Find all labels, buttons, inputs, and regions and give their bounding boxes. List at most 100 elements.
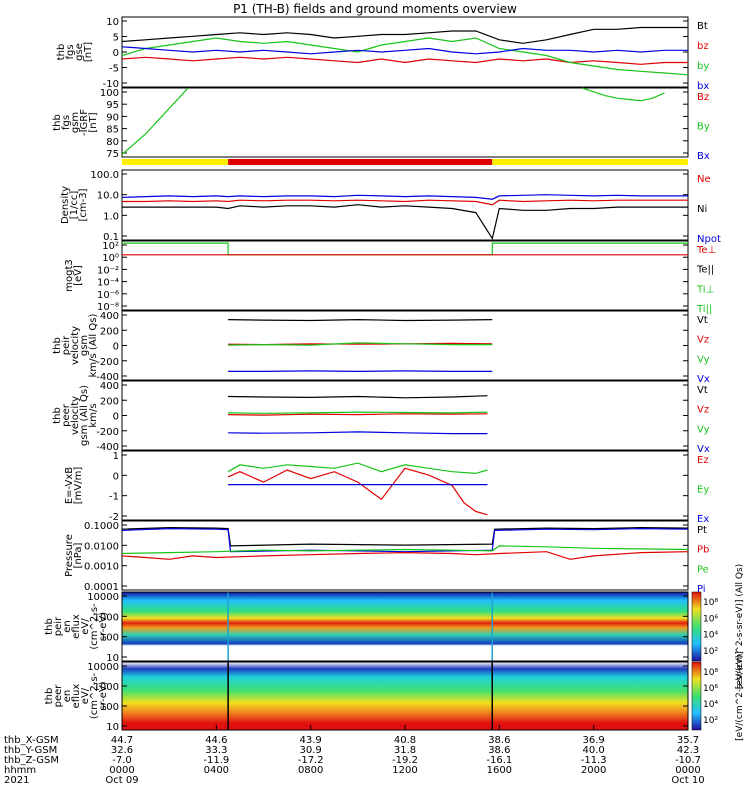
legend-entry: Ni	[697, 204, 707, 215]
y-axis-label: eflux	[71, 684, 82, 709]
legend-entry: Pi	[697, 584, 706, 595]
y-tick-label: -200	[96, 357, 119, 368]
ephemeris-value: -10.7	[675, 755, 701, 766]
y-tick-label: 0.0001	[84, 582, 119, 593]
y-axis-label: km/s	[88, 403, 99, 427]
y-axis-label: Pressure	[64, 534, 75, 577]
y-axis-label: eV/	[80, 687, 91, 704]
ephemeris-value: 35.7	[677, 735, 699, 746]
panels-group: 1050-5-10thbfgsgse[nT]Btbzbybx1009590858…	[44, 16, 745, 741]
legend-entry: Vy	[697, 424, 710, 435]
legend-entry: Bz	[697, 92, 709, 103]
y-tick-label: -2	[109, 512, 119, 523]
year-label: 2021	[4, 775, 29, 786]
series-line	[122, 199, 688, 206]
ephemeris-value: 0000	[675, 765, 700, 776]
y-axis-label: -IGRF	[79, 109, 90, 136]
y-tick-label: 85	[106, 125, 119, 136]
y-tick-label: 10²	[102, 241, 119, 252]
colorbar-tick-label: 10⁴	[703, 631, 718, 641]
y-axis-label: peer	[53, 684, 64, 708]
legend-entry: Vx	[697, 374, 710, 385]
y-axis-label: gsm	[79, 335, 90, 356]
legend-entry: Vy	[697, 354, 710, 365]
ephemeris-value: 42.3	[677, 745, 699, 756]
ephemeris-value: 36.9	[583, 735, 605, 746]
ephemeris-value: 32.6	[111, 745, 133, 756]
mode-bar-segment	[122, 159, 229, 165]
ephemeris-value: 40.0	[583, 745, 605, 756]
ephemeris-value: 43.9	[300, 735, 322, 746]
y-tick-label: 10.0	[97, 191, 119, 202]
ephemeris-value: 44.7	[111, 735, 133, 746]
colorbar-tick-label: 10⁸	[703, 668, 718, 678]
ephemeris-row-label: thb_Z-GSM	[4, 755, 59, 766]
panel-10: 10⁸ 10⁶ 10⁴ 10² [eV/(cm^2-s-sr-eV)] 10000 1000…	[44, 651, 745, 741]
y-axis-label: [nT]	[83, 42, 94, 62]
legend-entry: Pb	[697, 545, 709, 556]
series-line	[228, 411, 488, 414]
panel-2	[122, 159, 688, 165]
legend-entry: Vz	[697, 405, 709, 416]
y-axis-label: thb	[44, 618, 55, 635]
y-tick-label: 1000	[94, 612, 119, 623]
ephemeris-value: 2000	[581, 765, 606, 776]
y-axis-label: thb	[52, 337, 63, 354]
series-line	[121, 87, 189, 155]
legend-entry: Ti⊥	[696, 284, 714, 295]
colorbar-tick-label: 10²	[703, 716, 718, 726]
y-axis-label: thb	[52, 114, 63, 131]
ephemeris-value: 40.8	[394, 735, 416, 746]
y-axis-label: velocity	[70, 396, 81, 435]
y-tick-label: 0	[113, 342, 119, 353]
legend-entry: Ti||	[696, 304, 712, 315]
panel-frame	[121, 591, 689, 662]
series-line	[228, 413, 488, 416]
y-axis-label: gsm	[70, 112, 81, 133]
y-axis-label: [nT]	[88, 112, 99, 132]
y-tick-label: 80	[106, 137, 119, 148]
ephemeris-value: 38.6	[488, 745, 510, 756]
y-tick-label: 100.0	[90, 170, 119, 181]
legend-entry: Te⊥	[696, 245, 716, 256]
series-line	[227, 467, 488, 516]
ephemeris-value: -11.9	[203, 755, 229, 766]
y-axis-label: [1/cc]	[69, 191, 80, 220]
y-tick-label: 10⁰	[102, 253, 119, 264]
ephemeris-value: 31.8	[394, 745, 416, 756]
y-tick-label: -400	[96, 372, 119, 383]
y-tick-label: 200	[100, 326, 119, 337]
colorbar-tick-label: 10⁶	[703, 614, 718, 624]
y-tick-label: 0.1000	[84, 521, 119, 532]
series-line	[121, 46, 688, 55]
ephemeris-value: -19.2	[392, 755, 418, 766]
panel-frame	[121, 380, 689, 451]
series-line	[581, 87, 665, 102]
legend-entry: Vt	[697, 315, 708, 326]
y-tick-label: 1000	[94, 682, 119, 693]
ephemeris-value: 33.3	[205, 745, 227, 756]
ephemeris-value: 38.6	[488, 735, 510, 746]
legend-entry: Vt	[697, 385, 708, 396]
series-line	[122, 204, 688, 241]
ephemeris-value: 30.9	[300, 745, 322, 756]
series-line	[228, 370, 493, 373]
panel-9: 10⁸ 10⁶ 10⁴ 10² [eV/(cm^2-s-sr-eV)] (All Qs)…	[44, 564, 745, 689]
y-axis-label: sr-eV)	[98, 612, 109, 641]
y-tick-label: 100	[100, 702, 119, 713]
y-tick-label: 100	[100, 88, 119, 99]
legend-entry: By	[697, 122, 710, 133]
series-line	[121, 194, 688, 200]
panel-frame	[121, 310, 689, 381]
y-tick-label: 10000	[87, 662, 119, 673]
ephemeris-value: 1600	[487, 765, 512, 776]
legend-entry: Vz	[697, 335, 709, 346]
series-line	[227, 462, 488, 475]
panel-3: 100.0 10.0 1.0 0.1 Density[1/cc][cm-3] Ne Ni Np…	[60, 169, 721, 245]
legend-entry: Ex	[697, 514, 709, 525]
y-axis-label: Density	[60, 186, 71, 224]
y-axis-label: [eV]	[73, 265, 84, 286]
